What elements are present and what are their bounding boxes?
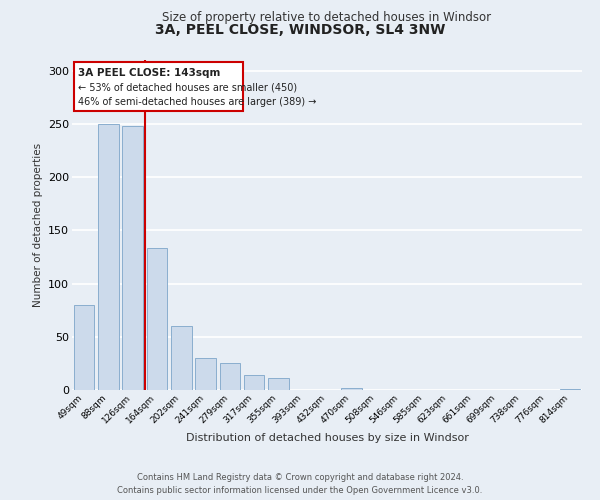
Bar <box>122 126 143 390</box>
Bar <box>220 364 240 390</box>
Text: ← 53% of detached houses are smaller (450): ← 53% of detached houses are smaller (45… <box>77 82 297 92</box>
Bar <box>146 248 167 390</box>
Bar <box>268 378 289 390</box>
Bar <box>341 388 362 390</box>
Text: 46% of semi-detached houses are larger (389) →: 46% of semi-detached houses are larger (… <box>77 98 316 108</box>
FancyBboxPatch shape <box>74 62 243 111</box>
Bar <box>98 124 119 390</box>
Text: 3A, PEEL CLOSE, WINDSOR, SL4 3NW: 3A, PEEL CLOSE, WINDSOR, SL4 3NW <box>155 22 445 36</box>
Y-axis label: Number of detached properties: Number of detached properties <box>32 143 43 307</box>
Bar <box>244 375 265 390</box>
Bar <box>171 326 191 390</box>
X-axis label: Distribution of detached houses by size in Windsor: Distribution of detached houses by size … <box>185 433 469 443</box>
Bar <box>560 389 580 390</box>
Bar <box>74 305 94 390</box>
Text: 3A PEEL CLOSE: 143sqm: 3A PEEL CLOSE: 143sqm <box>77 68 220 78</box>
Title: Size of property relative to detached houses in Windsor: Size of property relative to detached ho… <box>163 11 491 24</box>
Bar <box>195 358 216 390</box>
Text: Contains HM Land Registry data © Crown copyright and database right 2024.
Contai: Contains HM Land Registry data © Crown c… <box>118 474 482 495</box>
